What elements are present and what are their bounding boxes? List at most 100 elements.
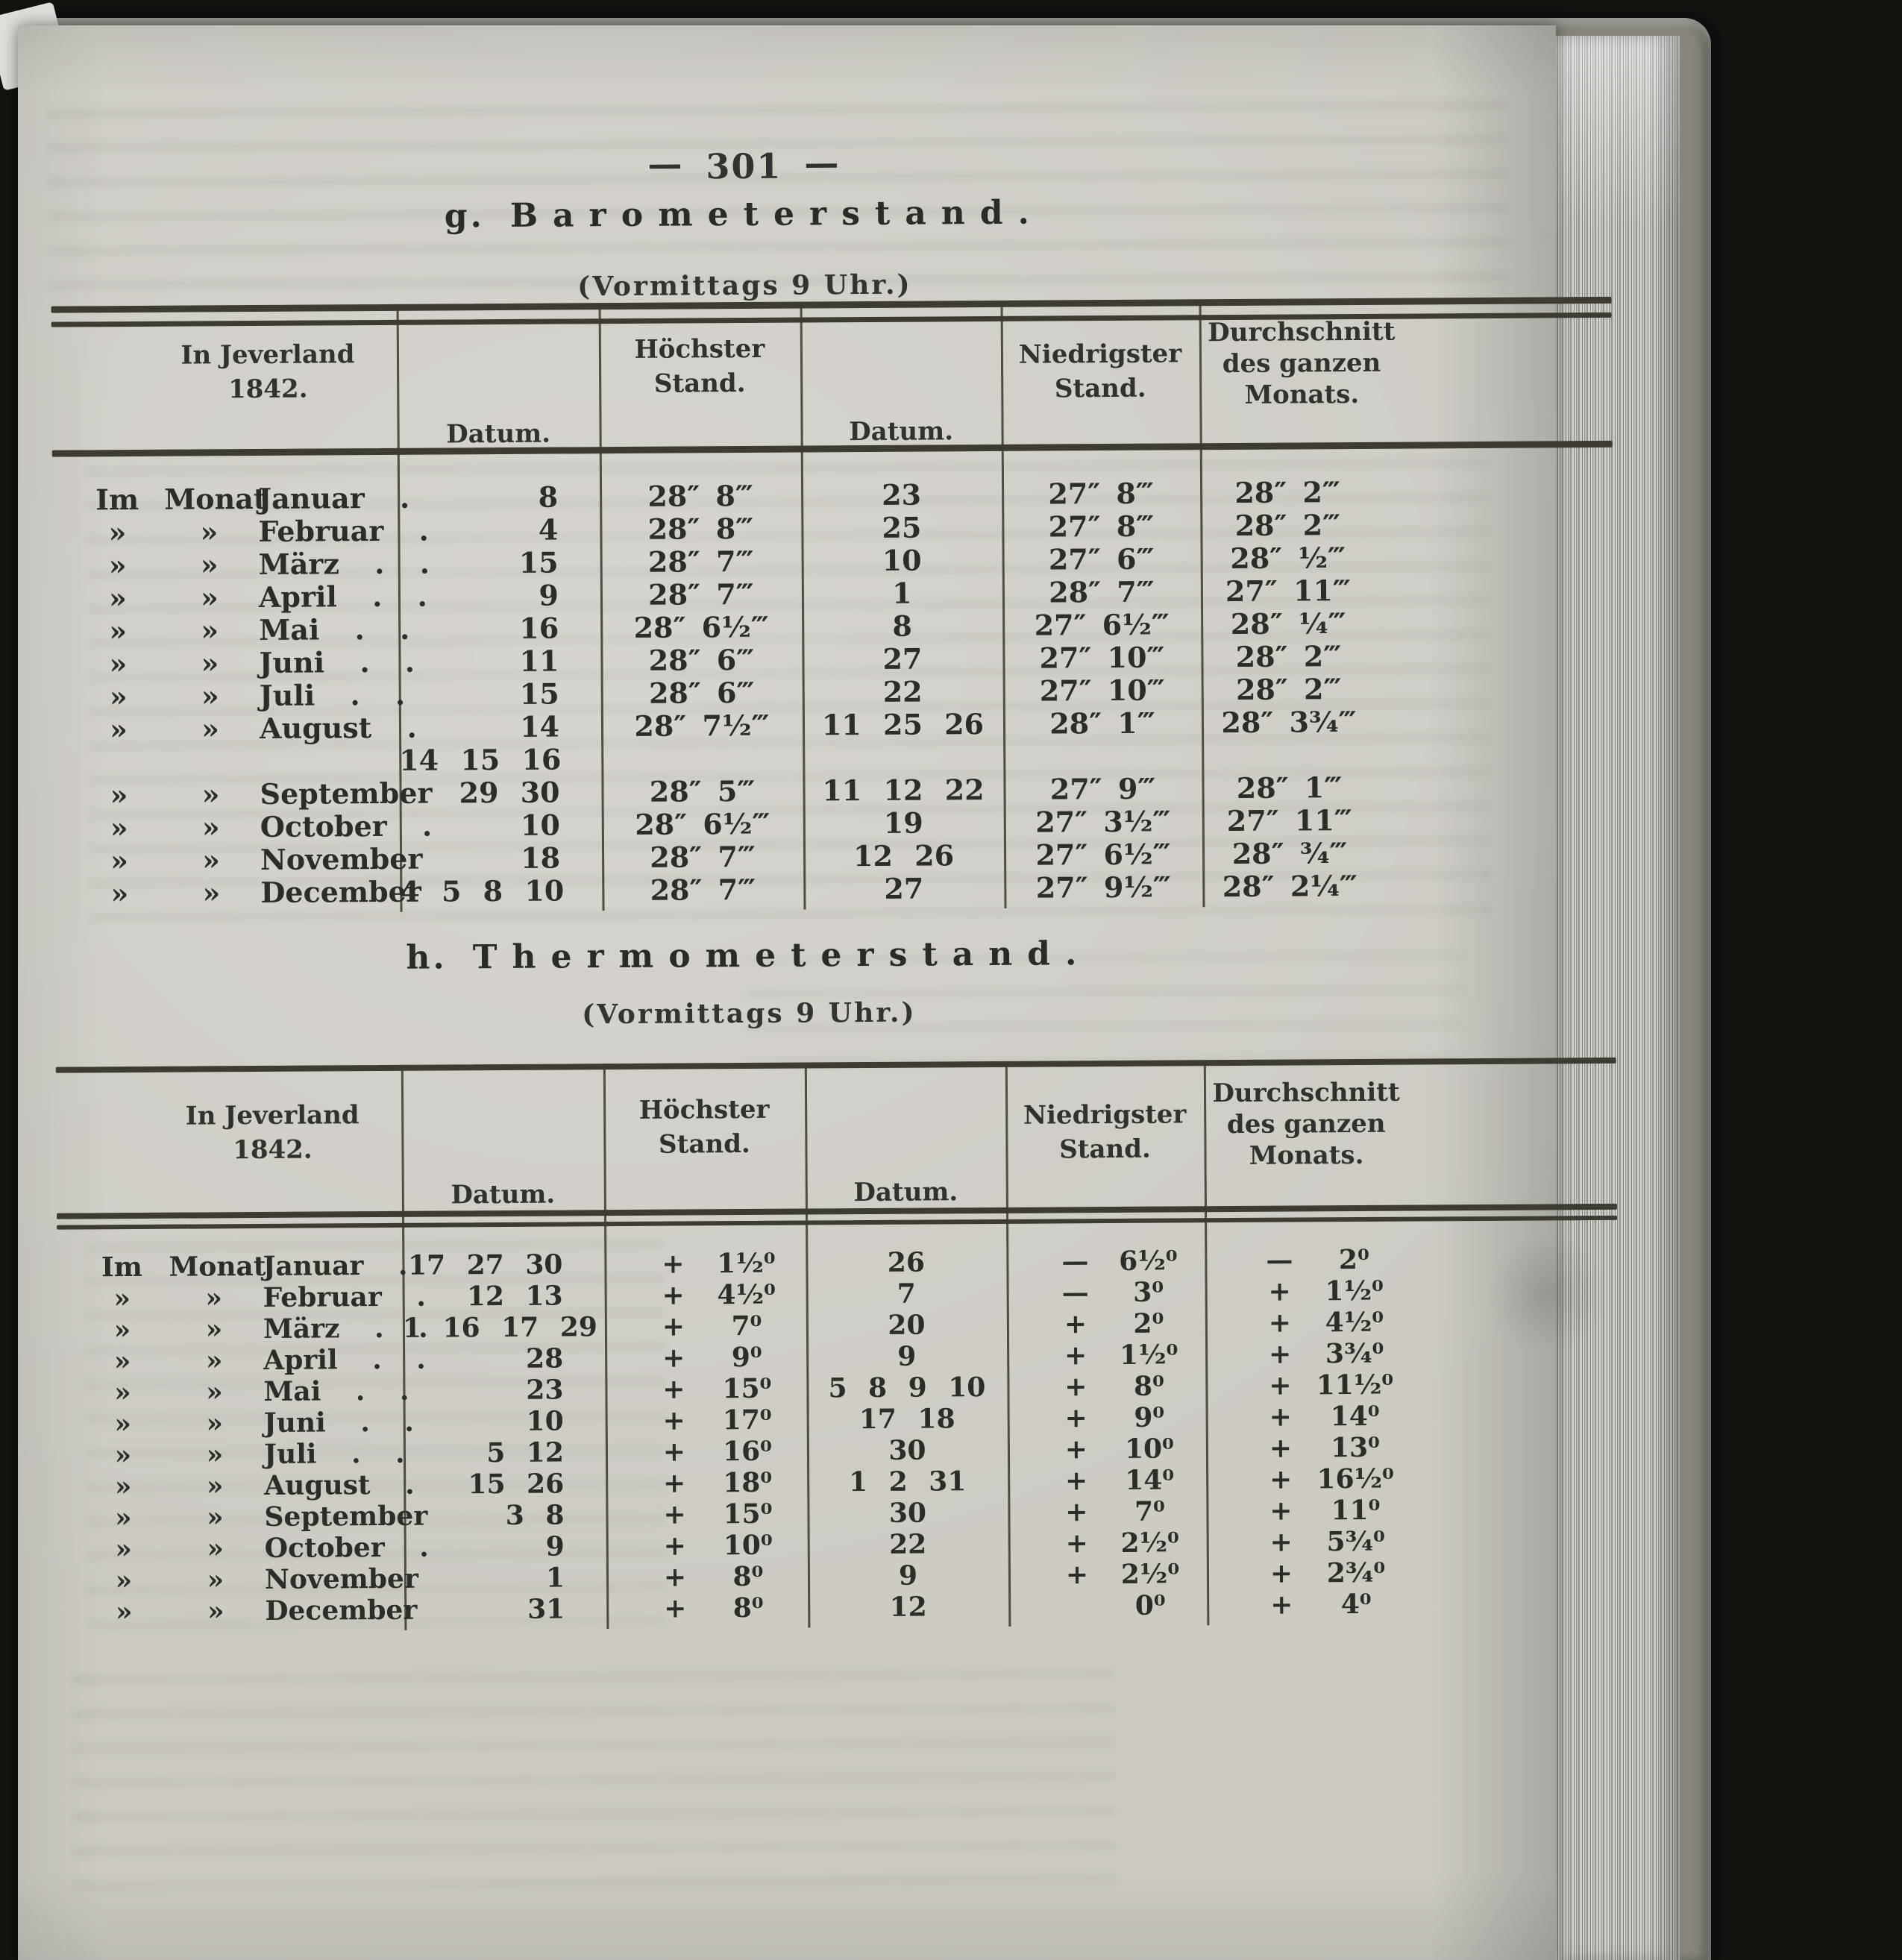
cell-average-value: + 3¾⁰ bbox=[1205, 1337, 1468, 1370]
cell-highest-value: 28″ 6‴ bbox=[648, 642, 755, 677]
section-title-text: Barometerstand. bbox=[509, 193, 1044, 235]
value-sign: + bbox=[1269, 1432, 1293, 1464]
month-name: Februar . bbox=[263, 1281, 426, 1313]
month-name: November bbox=[264, 1562, 418, 1595]
value-sign: + bbox=[1268, 1338, 1292, 1370]
cell-lowest-value: — 6½⁰ bbox=[1006, 1245, 1205, 1278]
cell-date-high: 4 5 8 10 bbox=[400, 873, 565, 908]
month-prefix-1: » bbox=[110, 811, 128, 845]
value-degrees: 14⁰ bbox=[1125, 1464, 1175, 1496]
month-name: Januar . bbox=[263, 1249, 408, 1282]
value-degrees: 18⁰ bbox=[723, 1466, 773, 1499]
month-prefix-1: Im bbox=[101, 1251, 143, 1284]
cell-date-low: 26 bbox=[887, 1246, 926, 1278]
value-degrees: 14⁰ bbox=[1330, 1400, 1380, 1433]
column-header-average: Durchschnitt des ganzen Monats. bbox=[1208, 1077, 1404, 1172]
thermometer-rows: Im Monat Januar . 17 27 30 + 1½⁰ 26 — 6½… bbox=[57, 1243, 1619, 1628]
month-prefix-2: » bbox=[202, 843, 221, 877]
cell-lowest-value: 28″ 7‴ bbox=[1049, 574, 1155, 609]
value-degrees: 8⁰ bbox=[732, 1560, 764, 1593]
cell-date-high: 16 bbox=[519, 611, 559, 645]
header-avg-line1: Durchschnitt bbox=[1212, 1077, 1400, 1109]
cell-average-value: + 4½⁰ bbox=[1205, 1306, 1468, 1339]
month-name: Januar . bbox=[257, 480, 410, 515]
cell-lowest-value: + 8⁰ bbox=[1007, 1370, 1205, 1403]
cell-average-value: 28″ 3¾‴ bbox=[1221, 704, 1357, 740]
value-degrees: 16⁰ bbox=[722, 1435, 773, 1468]
cell-date-low: 23 bbox=[882, 477, 922, 512]
barometer-rows: Im Monat Januar . 8 28″ 8‴ 23 27″ 8‴ 28″… bbox=[52, 474, 1615, 911]
cell-highest-value: + 9⁰ bbox=[605, 1342, 806, 1375]
cell-date-low bbox=[803, 741, 1003, 775]
cell-date-low: 12 bbox=[889, 1591, 927, 1623]
cell-date-low: 25 bbox=[882, 510, 922, 544]
month-prefix-2: » bbox=[206, 1439, 224, 1471]
cell-lowest-value: + 10⁰ bbox=[1008, 1433, 1206, 1466]
cell-average-value: + 11½⁰ bbox=[1205, 1369, 1468, 1401]
month-name: Juli . . bbox=[263, 1437, 405, 1470]
value-sign: + bbox=[1269, 1495, 1293, 1527]
cell-date-high: 11 bbox=[519, 644, 559, 678]
cell-average-value: 28″ ½‴ bbox=[1230, 541, 1346, 576]
value-sign: — bbox=[1061, 1246, 1089, 1278]
cell-date-high: 5 12 bbox=[486, 1436, 565, 1469]
header-high-line2: Stand. bbox=[653, 368, 746, 399]
value-degrees: 3¾⁰ bbox=[1325, 1337, 1384, 1370]
value-sign: + bbox=[662, 1279, 685, 1311]
month-prefix-2: Monat bbox=[169, 1250, 266, 1283]
cell-lowest-value: + 9⁰ bbox=[1008, 1401, 1206, 1434]
month-prefix-2: » bbox=[201, 777, 220, 811]
month-prefix-1: » bbox=[109, 679, 128, 714]
cell-highest-value: + 15⁰ bbox=[605, 1373, 806, 1406]
value-degrees: 10⁰ bbox=[723, 1529, 773, 1562]
cell-average-value: 28″ 2‴ bbox=[1234, 475, 1340, 509]
value-degrees: 1½⁰ bbox=[1119, 1339, 1178, 1371]
column-header-datum-high: Datum. bbox=[446, 418, 551, 450]
value-degrees: 15⁰ bbox=[723, 1498, 773, 1530]
cell-highest-value: 28″ 6½‴ bbox=[635, 806, 770, 841]
cell-lowest-value: + 1½⁰ bbox=[1007, 1339, 1205, 1372]
section-title-barometer: g. Barometerstand. bbox=[51, 191, 1438, 237]
cell-lowest-value: 27″ 8‴ bbox=[1048, 509, 1155, 544]
cell-month: » » Juni . . bbox=[53, 645, 415, 681]
value-sign: + bbox=[1269, 1526, 1293, 1558]
cell-highest-value: + 17⁰ bbox=[606, 1404, 807, 1437]
value-sign: + bbox=[662, 1248, 685, 1280]
header-place-line1: In Jeverland bbox=[181, 339, 355, 371]
month-name: August . bbox=[264, 1469, 415, 1501]
header-high-line2: Stand. bbox=[658, 1128, 750, 1160]
month-name: Mai . . bbox=[263, 1375, 409, 1407]
month-prefix-1: » bbox=[108, 581, 127, 615]
month-name: Mai . . bbox=[259, 612, 410, 647]
month-name: Juni . . bbox=[259, 644, 415, 679]
month-prefix-1: » bbox=[115, 1596, 133, 1628]
value-sign: + bbox=[1064, 1402, 1087, 1434]
value-sign: + bbox=[1269, 1401, 1292, 1433]
cell-lowest-value: + 2½⁰ bbox=[1008, 1527, 1207, 1559]
value-degrees: 5¾⁰ bbox=[1326, 1525, 1386, 1558]
value-sign: + bbox=[662, 1342, 685, 1374]
value-degrees: 11⁰ bbox=[1331, 1494, 1381, 1527]
value-sign: + bbox=[1268, 1275, 1291, 1307]
cell-date-low: 19 bbox=[883, 805, 923, 840]
value-sign: + bbox=[1065, 1559, 1089, 1591]
cell-highest-value bbox=[601, 742, 803, 776]
value-degrees: 8⁰ bbox=[1133, 1370, 1164, 1402]
month-prefix-1: » bbox=[115, 1565, 133, 1597]
month-prefix-1: » bbox=[115, 1502, 132, 1534]
cell-average-value: + 4⁰ bbox=[1207, 1588, 1469, 1621]
cell-average-value: + 13⁰ bbox=[1206, 1431, 1469, 1464]
month-prefix-1: » bbox=[114, 1408, 132, 1440]
cell-highest-value: + 1½⁰ bbox=[604, 1248, 806, 1281]
cell-month bbox=[54, 744, 399, 779]
cell-average-value bbox=[1202, 738, 1464, 772]
cell-date-high: 14 15 16 bbox=[399, 742, 562, 777]
month-name: December bbox=[265, 1594, 418, 1627]
value-degrees: 4½⁰ bbox=[717, 1278, 776, 1311]
month-prefix-1: » bbox=[109, 647, 128, 681]
column-header-place: In Jeverland 1842. bbox=[116, 1098, 430, 1169]
month-prefix-2: » bbox=[205, 1345, 223, 1377]
cell-date-low: 9 bbox=[897, 1340, 917, 1372]
value-sign: + bbox=[663, 1530, 686, 1562]
value-degrees: 16½⁰ bbox=[1316, 1463, 1395, 1495]
